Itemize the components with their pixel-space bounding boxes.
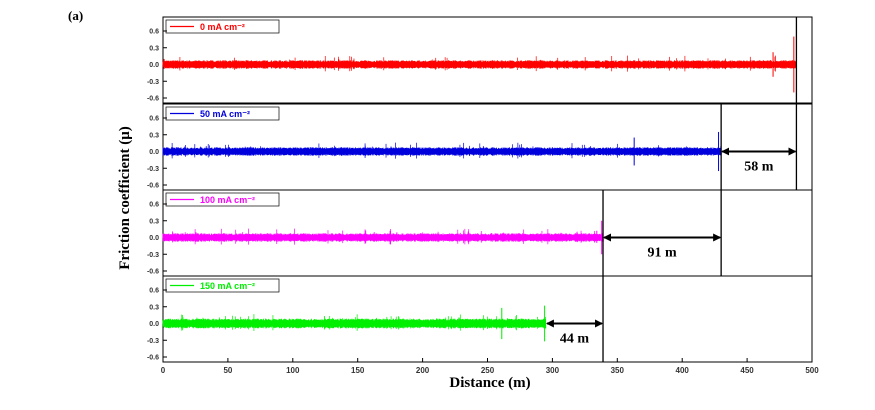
chart-panels: 0.6 0.3 0.0 -0.3 -0.6 0 mA cm⁻² 0.6 0.3 0.0 -0.3 -… — [147, 16, 813, 363]
x-axis: 0 50 100 150 200 250 300 350 400 450 500 — [161, 358, 819, 375]
y-tick-label: -0.3 — [147, 79, 159, 86]
y-tick-label: -0.6 — [147, 96, 159, 103]
series-trace — [162, 147, 722, 156]
x-tick-label: 500 — [805, 366, 819, 375]
panel-label: (a) — [68, 8, 83, 23]
y-tick-label: -0.6 — [147, 269, 159, 276]
legend-entry: 150 mA cm⁻² — [165, 278, 280, 293]
y-tick-label: 0.3 — [149, 218, 159, 225]
x-tick-label: 100 — [286, 366, 300, 375]
x-tick-label: 450 — [740, 366, 754, 375]
series-trace — [162, 318, 547, 329]
panel-3: 0.6 0.3 0.0 -0.3 -0.6 150 mA cm⁻² — [147, 275, 813, 363]
legend-label: 100 mA cm⁻² — [200, 195, 255, 205]
legend-box — [165, 19, 280, 34]
y-tick-label: 0.6 — [149, 116, 159, 123]
y-tick-label: 0.0 — [149, 235, 159, 242]
y-axis-title: Friction coefficient (μ) — [117, 126, 133, 269]
y-tick-label: -0.3 — [147, 252, 159, 259]
y-tick-label: 0.0 — [149, 149, 159, 156]
x-tick-label: 200 — [416, 366, 430, 375]
x-tick-label: 350 — [611, 366, 625, 375]
gap-label: 91 m — [647, 246, 677, 261]
legend-entry: 50 mA cm⁻² — [165, 106, 280, 121]
legend-label: 50 mA cm⁻² — [200, 109, 250, 119]
y-tick-label: 0.0 — [149, 62, 159, 69]
y-tick-label: -0.6 — [147, 183, 159, 190]
y-tick-label: 0.3 — [149, 132, 159, 139]
legend-label: 150 mA cm⁻² — [200, 281, 255, 291]
gap-annotation: 44 m — [545, 319, 604, 347]
x-tick-label: 400 — [676, 366, 690, 375]
gap-label: 44 m — [560, 332, 590, 347]
series-trace — [162, 233, 604, 242]
gap-annotation: 91 m — [603, 233, 722, 261]
x-tick-label: 150 — [351, 366, 365, 375]
legend-box — [165, 192, 280, 207]
legend-entry: 100 mA cm⁻² — [165, 192, 280, 207]
x-tick-label: 0 — [161, 366, 166, 375]
panel-2: 0.6 0.3 0.0 -0.3 -0.6 100 mA cm⁻² — [147, 189, 813, 277]
y-tick-label: 0.6 — [149, 202, 159, 209]
legend-box — [165, 278, 280, 293]
y-tick-label: -0.6 — [147, 355, 159, 362]
y-tick-label: 0.0 — [149, 321, 159, 328]
x-tick-label: 300 — [546, 366, 560, 375]
panel-frame — [162, 189, 813, 277]
y-tick-label: 0.3 — [149, 304, 159, 311]
y-tick-label: 0.6 — [149, 29, 159, 36]
legend-label: 0 mA cm⁻² — [200, 22, 245, 32]
panel-0: 0.6 0.3 0.0 -0.3 -0.6 0 mA cm⁻² — [147, 16, 813, 104]
x-axis-title: Distance (m) — [449, 375, 530, 391]
panel-1: 0.6 0.3 0.0 -0.3 -0.6 50 mA cm⁻² — [147, 103, 813, 191]
y-tick-label: 0.3 — [149, 45, 159, 52]
legend-entry: 0 mA cm⁻² — [165, 19, 280, 34]
x-tick-label: 250 — [481, 366, 495, 375]
legend-box — [165, 106, 280, 121]
y-tick-label: -0.3 — [147, 166, 159, 173]
gap-label: 58 m — [744, 160, 774, 175]
series-trace — [162, 60, 797, 69]
y-tick-label: 0.6 — [149, 288, 159, 295]
panel-frame — [162, 16, 813, 104]
y-tick-label: -0.3 — [147, 338, 159, 345]
gap-annotation: 58 m — [721, 147, 797, 175]
x-tick-label: 50 — [223, 366, 232, 375]
